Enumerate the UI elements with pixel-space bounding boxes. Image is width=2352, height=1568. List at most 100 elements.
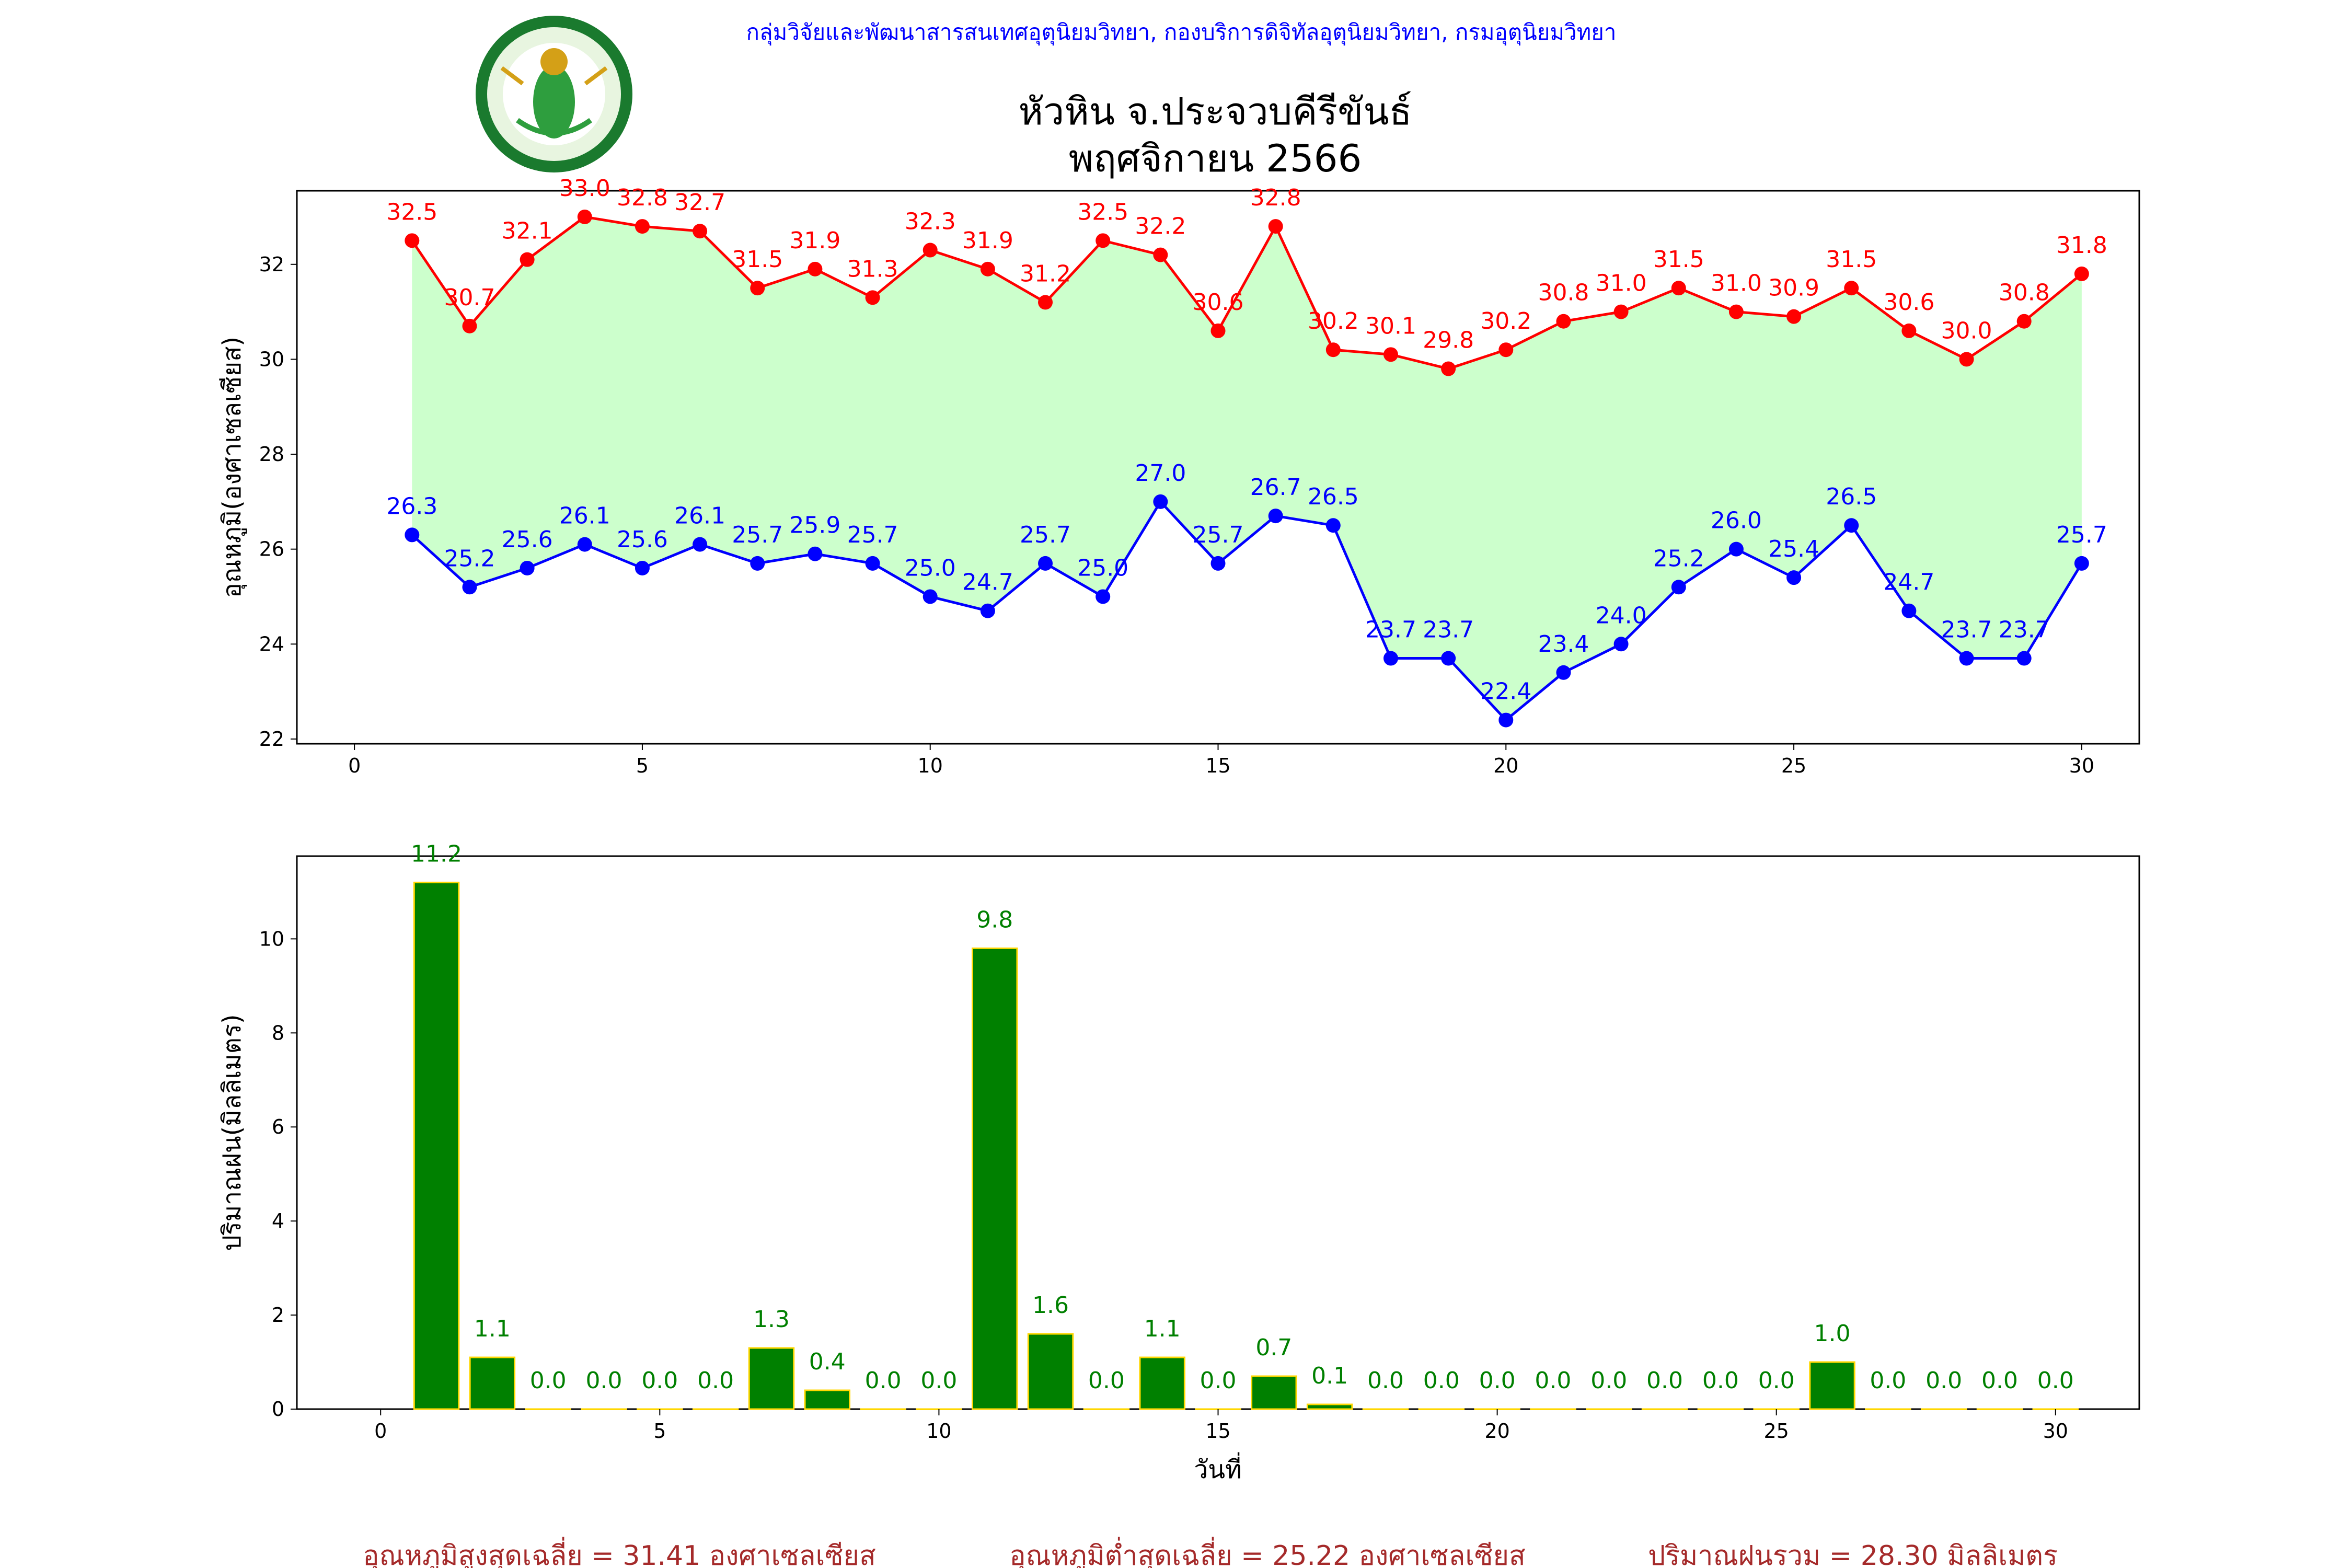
rainfall-bar	[1530, 1408, 1576, 1410]
temperature-min-value-label: 26.1	[559, 503, 610, 529]
temperature-min-value-label: 25.6	[617, 526, 668, 553]
temperature-max-point	[1556, 314, 1571, 329]
temperature-x-tick-label: 25	[1781, 754, 1806, 777]
chart-title-line2: พฤศจิกายน 2566	[1069, 136, 1362, 180]
temperature-min-value-label: 27.0	[1135, 460, 1186, 487]
rainfall-value-label: 0.0	[1758, 1367, 1795, 1394]
temperature-max-value-label: 32.5	[1077, 199, 1128, 225]
rainfall-x-axis: 0 5 10 15 20 25 30	[374, 1409, 2068, 1443]
temperature-max-point	[1728, 304, 1744, 319]
temperature-min-point	[865, 556, 880, 571]
temperature-max-value-label: 30.9	[1768, 275, 1819, 302]
rainfall-bar	[1251, 1375, 1297, 1410]
temperature-max-value-label: 31.5	[732, 246, 783, 273]
rainfall-x-tick-label: 25	[1764, 1420, 1789, 1443]
temperature-min-value-label: 25.7	[847, 522, 898, 548]
temperature-max-value-label: 30.7	[444, 284, 495, 311]
temperature-min-value-label: 26.7	[1250, 474, 1301, 501]
rainfall-y-tick-label: 2	[272, 1304, 284, 1327]
temperature-min-point	[2016, 651, 2032, 666]
temperature-min-value-label: 24.7	[1883, 569, 1934, 596]
meteorological-department-logo	[476, 16, 632, 172]
temperature-max-line	[411, 215, 2083, 371]
chart-title-line1: หัวหิน จ.ประจวบคีรีขันธ์	[1018, 89, 1412, 133]
temperature-y-tick-label: 30	[259, 348, 284, 371]
temperature-y-tick-label: 24	[259, 632, 284, 655]
temperature-max-point	[1383, 347, 1398, 362]
temperature-min-line	[411, 499, 2083, 722]
temperature-min-point	[520, 560, 535, 575]
temperature-min-point	[1038, 556, 1053, 571]
rainfall-x-tick-label: 15	[1205, 1420, 1230, 1443]
rainfall-value-label: 0.0	[530, 1367, 567, 1394]
rainfall-value-label: 0.0	[1535, 1367, 1571, 1394]
temperature-min-value-label: 25.6	[502, 526, 553, 553]
temperature-max-value-label: 30.1	[1365, 313, 1416, 339]
temperature-min-point	[750, 556, 765, 571]
temperature-max-value-label: 31.3	[847, 256, 898, 282]
rainfall-value-label: 0.0	[1367, 1367, 1404, 1394]
summary-avg-min: อุณหภูมิต่ำสุดเฉลี่ย = 25.22 องศาเซลเซีย…	[1009, 1537, 1525, 1568]
rainfall-value-label: 0.0	[1926, 1367, 1962, 1394]
rainfall-bar	[1809, 1361, 1855, 1410]
temperature-min-value-label: 26.1	[674, 503, 725, 529]
rainfall-value-label: 0.1	[1311, 1363, 1348, 1389]
rainfall-value-label: 0.4	[809, 1348, 846, 1375]
temperature-max-point	[865, 290, 880, 305]
temperature-min-value-label: 24.7	[962, 569, 1013, 596]
temperature-min-point	[2074, 556, 2089, 571]
temperature-range-fill	[412, 216, 2082, 720]
rainfall-y-tick-label: 0	[272, 1398, 284, 1421]
temperature-max-point	[1210, 323, 1226, 338]
temperature-max-point	[1901, 323, 1917, 338]
temperature-min-value-label: 23.7	[1423, 617, 1474, 643]
rainfall-value-label: 0.0	[586, 1367, 622, 1394]
temperature-max-value-label: 30.0	[1941, 317, 1992, 344]
temperature-max-value-label: 31.9	[789, 227, 840, 254]
rainfall-bar	[972, 947, 1018, 1410]
rainfall-value-label: 0.7	[1255, 1334, 1292, 1361]
temperature-min-point	[1498, 712, 1514, 728]
temperature-y-axis-label: อุณหภูมิ(องศาเซลเซียส)	[217, 337, 247, 598]
rainfall-value-label: 0.0	[1870, 1367, 1906, 1394]
summary-total-rain: ปริมาณฝนรวม = 28.30 มิลลิเมตร	[1648, 1540, 2058, 1568]
temperature-min-point	[1268, 509, 1283, 524]
temperature-min-value-label: 25.7	[1193, 522, 1244, 548]
rainfall-y-tick-label: 4	[272, 1209, 284, 1232]
rainfall-value-label: 0.0	[1423, 1367, 1460, 1394]
temperature-min-point	[635, 560, 650, 575]
rainfall-y-axis-label: ปริมาณฝน(มิลลิเมตร)	[217, 1014, 247, 1251]
rainfall-x-tick-label: 5	[653, 1420, 666, 1443]
temperature-max-value-label: 29.8	[1423, 327, 1474, 354]
rainfall-x-tick-label: 0	[374, 1420, 387, 1443]
temperature-max-point	[635, 219, 650, 234]
temperature-min-point	[1671, 580, 1686, 595]
temperature-max-point	[1844, 281, 1859, 296]
temperature-max-value-label: 32.1	[502, 218, 553, 245]
temperature-series: 32.530.732.133.0 32.8 32.731.531.931.332.3…	[386, 175, 2107, 728]
rainfall-value-label: 0.0	[641, 1367, 678, 1394]
rainfall-bars: 11.2 1.1 0.0 0.0 0.0 0.0 1.3 0.4 0.0 0.0 9.8 1.6 0.0…	[411, 840, 2079, 1410]
temperature-min-value-label: 23.7	[1941, 617, 1992, 643]
temperature-max-point	[693, 224, 708, 239]
rainfall-bar	[1865, 1408, 1911, 1410]
rainfall-panel: 11.2 1.1 0.0 0.0 0.0 0.0 1.3 0.4 0.0 0.0 9.8 1.6 0.0…	[217, 840, 2140, 1484]
rainfall-plot-frame	[296, 855, 2140, 1410]
rainfall-bar	[1697, 1408, 1744, 1410]
temperature-min-value-label: 26.5	[1826, 483, 1877, 510]
temperature-min-point	[1901, 603, 1917, 618]
temperature-y-tick-label: 22	[259, 728, 284, 751]
rainfall-bar	[1586, 1408, 1632, 1410]
temperature-min-value-label: 26.0	[1711, 508, 1762, 534]
temperature-min-point	[577, 537, 592, 552]
rainfall-value-label: 0.0	[1088, 1367, 1125, 1394]
temperature-min-point	[1153, 494, 1168, 509]
rainfall-value-label: 1.3	[753, 1306, 790, 1333]
rainfall-y-axis: 0 2 4 6 8 10	[259, 927, 297, 1421]
rainfall-value-label: 0.0	[1702, 1367, 1739, 1394]
rainfall-value-label: 0.0	[1200, 1367, 1237, 1394]
rainfall-y-tick-label: 6	[272, 1115, 284, 1138]
temperature-min-value-label: 24.0	[1596, 602, 1647, 629]
rainfall-bar	[860, 1408, 906, 1410]
temperature-x-tick-label: 15	[1205, 754, 1230, 777]
